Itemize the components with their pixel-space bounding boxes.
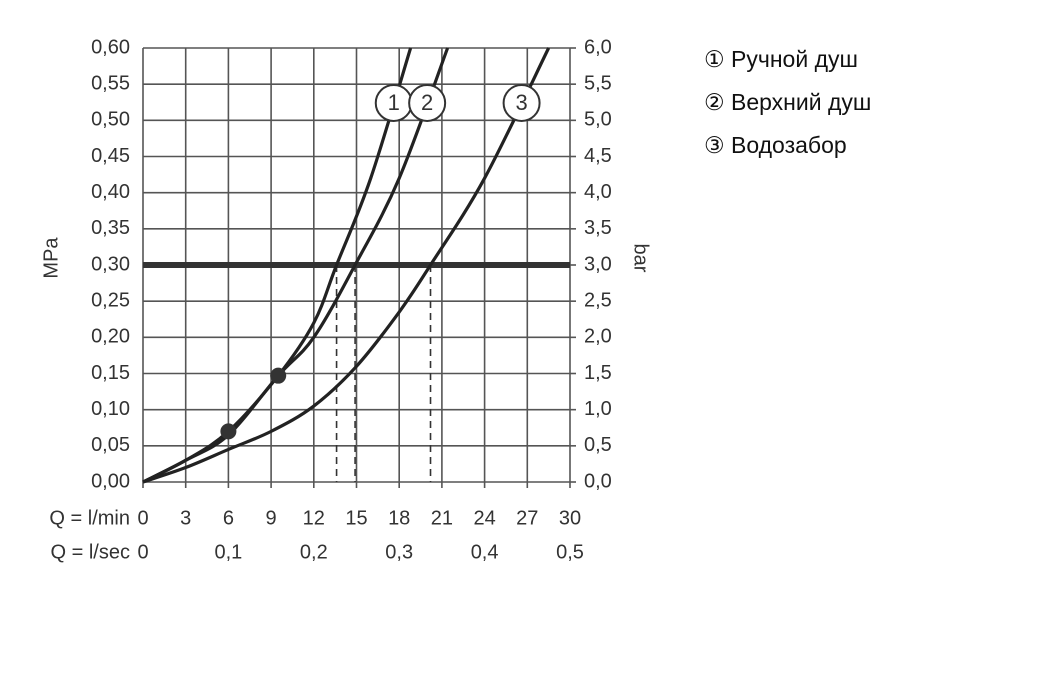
x-tick-label: 24 — [473, 507, 495, 529]
x-tick-label: 9 — [266, 507, 277, 529]
y2-tick-label: 3,0 — [584, 253, 612, 275]
y-tick-label: 0,60 — [91, 36, 130, 58]
legend-entry: ① Ручной душ — [704, 46, 858, 72]
y-tick-label: 0,40 — [91, 181, 130, 203]
curve-label-circle — [502, 84, 541, 122]
x2-tick-label: 0,4 — [471, 541, 499, 563]
y-tick-label: 0,20 — [91, 326, 130, 348]
x-tick-label: 0 — [137, 507, 148, 529]
y2-tick-label: 1,0 — [584, 398, 612, 420]
y-tick-label: 0,30 — [91, 253, 130, 275]
curve — [142, 47, 551, 484]
y-tick-label: 0,55 — [91, 72, 130, 94]
y2-tick-label: 5,0 — [584, 109, 612, 131]
marker — [270, 367, 287, 384]
x-tick-label: 6 — [223, 507, 234, 529]
y2-tick-label: 5,5 — [584, 72, 612, 94]
x2-tick-label: 0,2 — [300, 541, 328, 563]
marker — [220, 423, 237, 440]
x-tick-label: 18 — [388, 507, 410, 529]
y-tick-label: 0,50 — [91, 109, 130, 131]
legend-entry: ③ Водозабор — [704, 132, 847, 158]
y2-tick-label: 0,0 — [584, 470, 612, 492]
y2-tick-label: 3,5 — [584, 217, 612, 239]
y-tick-label: 0,15 — [91, 362, 130, 384]
y-axis-label: MPa — [40, 237, 62, 279]
y-tick-label: 0,45 — [91, 145, 130, 167]
y-tick-label: 0,10 — [91, 398, 130, 420]
x-tick-label: 12 — [303, 507, 325, 529]
y2-tick-label: 6,0 — [584, 36, 612, 58]
y2-tick-label: 2,5 — [584, 289, 612, 311]
y2-tick-label: 2,0 — [584, 326, 612, 348]
curve-label: 3 — [515, 90, 527, 115]
y2-axis-label: bar — [630, 244, 652, 273]
x-axis-label: Q = l/min — [49, 507, 130, 529]
y-tick-label: 0,05 — [91, 434, 130, 456]
x-tick-label: 3 — [180, 507, 191, 529]
x2-axis-label: Q = l/sec — [51, 541, 130, 563]
x2-tick-label: 0,3 — [385, 541, 413, 563]
curve-label: 1 — [388, 90, 400, 115]
x-tick-label: 21 — [431, 507, 453, 529]
y2-tick-label: 4,0 — [584, 181, 612, 203]
curve — [142, 47, 450, 484]
y2-tick-label: 1,5 — [584, 362, 612, 384]
curve-label: 2 — [421, 90, 433, 115]
y-tick-label: 0,00 — [91, 470, 130, 492]
x2-tick-label: 0 — [137, 541, 148, 563]
y2-tick-label: 4,5 — [584, 145, 612, 167]
y2-tick-label: 0,5 — [584, 434, 612, 456]
legend-entry: ② Верхний душ — [704, 89, 871, 115]
y-tick-label: 0,35 — [91, 217, 130, 239]
curve-label-circle — [408, 84, 447, 122]
x2-tick-label: 0,5 — [556, 541, 584, 563]
x2-tick-label: 0,1 — [214, 541, 242, 563]
x-tick-label: 15 — [345, 507, 367, 529]
x-tick-label: 27 — [516, 507, 538, 529]
x-tick-label: 30 — [559, 507, 581, 529]
y-tick-label: 0,25 — [91, 289, 130, 311]
